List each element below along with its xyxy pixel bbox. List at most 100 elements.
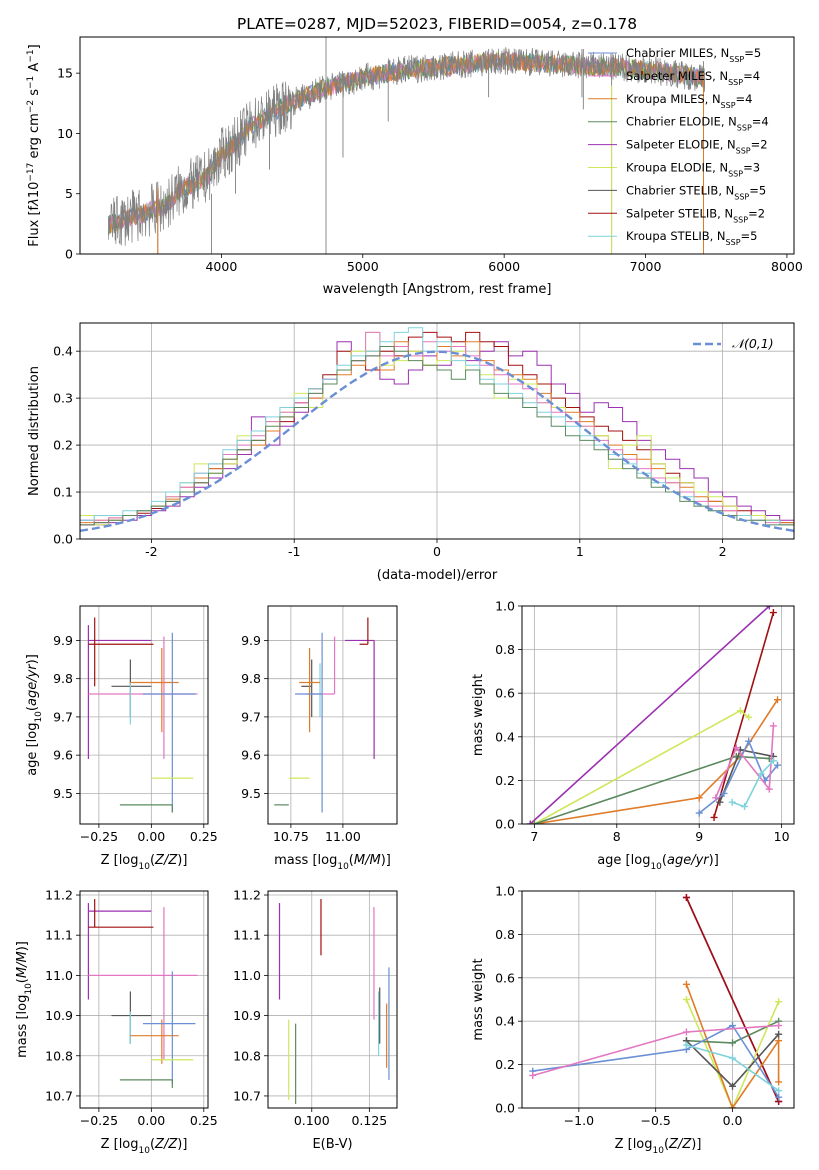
weight-line-kroupa_elodie [685,999,780,1108]
y-tick-label: 10.8 [233,1048,261,1063]
histogram-chabrier_elodie [80,346,794,539]
weight-marker-salpeter_miles [529,1071,537,1079]
x-tick-label: 4000 [205,259,237,274]
x-tick-label: 0.125 [351,1113,387,1128]
y-tick-label: 0.2 [495,773,515,788]
data-spectrum [107,47,705,246]
weight-marker-kroupa_elodie [745,713,753,721]
weight-marker-kroupa_stelib [682,1041,690,1049]
y-tick-label: 9.9 [53,633,73,648]
weight-marker-kroupa_stelib [775,1087,783,1095]
x-tick-label: 0.25 [190,1113,218,1128]
weight-marker-kroupa_stelib [729,1054,737,1062]
weight-marker-kroupa_miles [775,1037,783,1045]
y-tick-label: 9.5 [241,786,261,801]
weight-line-salpeter_miles [714,725,775,799]
y-tick-label: 9.6 [241,748,261,763]
axes-frame [267,605,398,825]
axes-frame [79,890,209,1109]
axis-label: mass [log10(M/M)] [274,853,391,872]
weight-marker-kroupa_elodie [775,998,783,1006]
weight-marker-kroupa_miles [729,1104,737,1108]
weight-marker-salpeter_stelib [682,894,690,902]
weight-marker-kroupa_miles [775,1078,783,1086]
weight-marker-chabrier_stelib [716,798,724,806]
x-tick-label: −0.25 [80,829,118,844]
x-tick-label: −0.25 [80,1113,118,1128]
x-tick-label: 8000 [771,259,803,274]
model-trace-salpeter_miles [107,51,705,231]
weight-line-kroupa_stelib [731,760,774,808]
weight-lines [529,894,783,1108]
x-tick-label: 0.00 [137,1113,165,1128]
y-tick-label: 11.1 [233,928,261,943]
model-trace-chabrier_elodie [107,51,705,230]
y-tick-label: 10.8 [45,1048,73,1063]
y-tick-label: 0.1 [53,485,73,500]
errorbars [87,899,198,1088]
weight-marker-kroupa_miles [774,696,782,704]
weight-marker-chabrier_miles [720,789,728,797]
weight-marker-chabrier_miles [695,809,703,817]
weight-line-kroupa_miles [534,699,779,824]
y-tick-label: 11.2 [233,888,261,903]
y-tick-label: 0.4 [495,1014,515,1029]
axis-label: age [log10(age/yr)] [597,853,719,872]
legend-entry: Chabrier ELODIE, NSSP=4 [626,115,769,133]
y-tick-label: 1.0 [495,884,515,899]
axis-label: mass [log10(M/M)] [15,941,34,1058]
y-tick-label: 9.9 [241,633,261,648]
y-tick-label: 10.9 [233,1008,261,1023]
weight-marker-salpeter_elodie [526,820,534,824]
y-tick-label: 15 [57,66,73,81]
legend-entry: Chabrier STELIB, NSSP=5 [626,183,766,201]
weight-marker-salpeter_stelib [769,609,777,617]
spectrum-legend: Chabrier MILES, NSSP=5 Salpeter MILES, NS… [588,46,769,247]
axes-frame [521,890,795,1109]
axis-label: Z [log10(Z/Z)] [101,1137,188,1156]
axis-label: age [log10(age/yr)] [25,654,44,776]
weight-marker-kroupa_miles [695,794,703,802]
y-tick-label: 11.2 [45,888,73,903]
y-axis-label: Normed distribution [27,366,42,496]
legend-entry: Kroupa MILES, NSSP=4 [626,92,752,110]
weight-marker-salpeter_elodie [765,606,773,610]
x-tick-label: 0.00 [137,829,165,844]
y-tick-label: 0.2 [495,1057,515,1072]
axes-frame [79,605,209,825]
weight-marker-kroupa_stelib [728,798,736,806]
x-axis-label: wavelength [Angstrom, rest frame] [323,282,552,297]
y-tick-label: 10.7 [233,1088,261,1103]
axes-frame [79,322,795,540]
y-tick-label: 5 [65,186,73,201]
legend-entry: Salpeter MILES, NSSP=4 [626,69,760,87]
weight-marker-salpeter_miles [682,1028,690,1036]
y-tick-label: 10.7 [45,1088,73,1103]
errorbars [274,617,375,813]
weight-marker-kroupa_stelib [757,770,765,778]
y-tick-label: 0.8 [495,642,515,657]
legend-entry: Chabrier MILES, NSSP=5 [626,46,761,64]
weight-marker-salpeter_stelib [710,813,718,821]
y-tick-label: 0.6 [495,686,515,701]
axis-label: Z [log10(Z/Z)] [101,853,188,872]
mass_weight_vs_age-plot: 7 8 9 10 0.0 0.2 0.4 0.6 0.8 1.0 mass weight age [l… [471,599,795,872]
y-tick-label: 9.8 [53,671,73,686]
weight-marker-kroupa_stelib [769,757,777,765]
weight-lines [526,606,782,824]
weight-line-salpeter_elodie [529,606,770,824]
errorbars [278,899,390,1104]
x-tick-label: −0.5 [641,1113,671,1128]
y-tick-label: 11.0 [45,968,73,983]
axes-frame [79,36,795,255]
y-tick-label: 9.7 [241,709,261,724]
x-tick-label: 10.75 [273,829,309,844]
weight-marker-kroupa_miles [682,980,690,988]
gaussian-curve [80,350,794,532]
legend-entry: Salpeter ELODIE, NSSP=2 [626,138,768,156]
y-tick-label: 0.0 [53,532,73,547]
y-tick-label: 0.0 [495,1101,515,1116]
y-tick-label: 0.3 [53,391,73,406]
model-trace-kroupa_miles [107,52,705,234]
